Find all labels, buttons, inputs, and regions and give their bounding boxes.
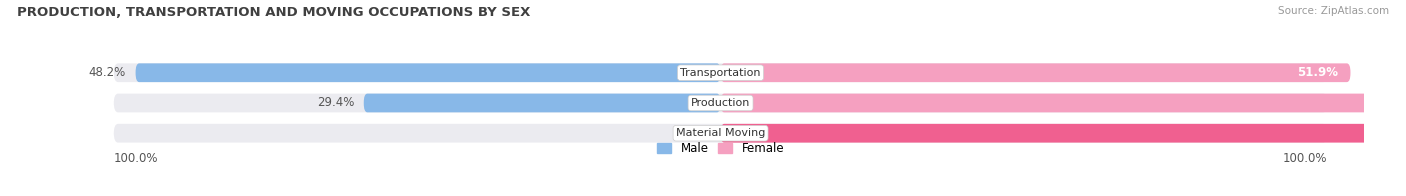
Text: PRODUCTION, TRANSPORTATION AND MOVING OCCUPATIONS BY SEX: PRODUCTION, TRANSPORTATION AND MOVING OC…	[17, 6, 530, 19]
FancyBboxPatch shape	[114, 94, 1327, 112]
Text: Source: ZipAtlas.com: Source: ZipAtlas.com	[1278, 6, 1389, 16]
Text: 29.4%: 29.4%	[316, 96, 354, 110]
Text: 51.9%: 51.9%	[1298, 66, 1339, 79]
Text: 100.0%: 100.0%	[114, 152, 159, 165]
Text: 0.0%: 0.0%	[682, 127, 711, 140]
Text: Production: Production	[690, 98, 751, 108]
FancyBboxPatch shape	[720, 63, 1351, 82]
Text: 100.0%: 100.0%	[1282, 152, 1327, 165]
FancyBboxPatch shape	[135, 63, 720, 82]
FancyBboxPatch shape	[720, 124, 1406, 143]
FancyBboxPatch shape	[720, 94, 1406, 112]
Text: Material Moving: Material Moving	[676, 128, 765, 138]
FancyBboxPatch shape	[364, 94, 720, 112]
Text: Transportation: Transportation	[681, 68, 761, 78]
FancyBboxPatch shape	[114, 63, 1327, 82]
Legend: Male, Female: Male, Female	[657, 142, 785, 155]
Text: 48.2%: 48.2%	[89, 66, 127, 79]
FancyBboxPatch shape	[114, 124, 1327, 143]
